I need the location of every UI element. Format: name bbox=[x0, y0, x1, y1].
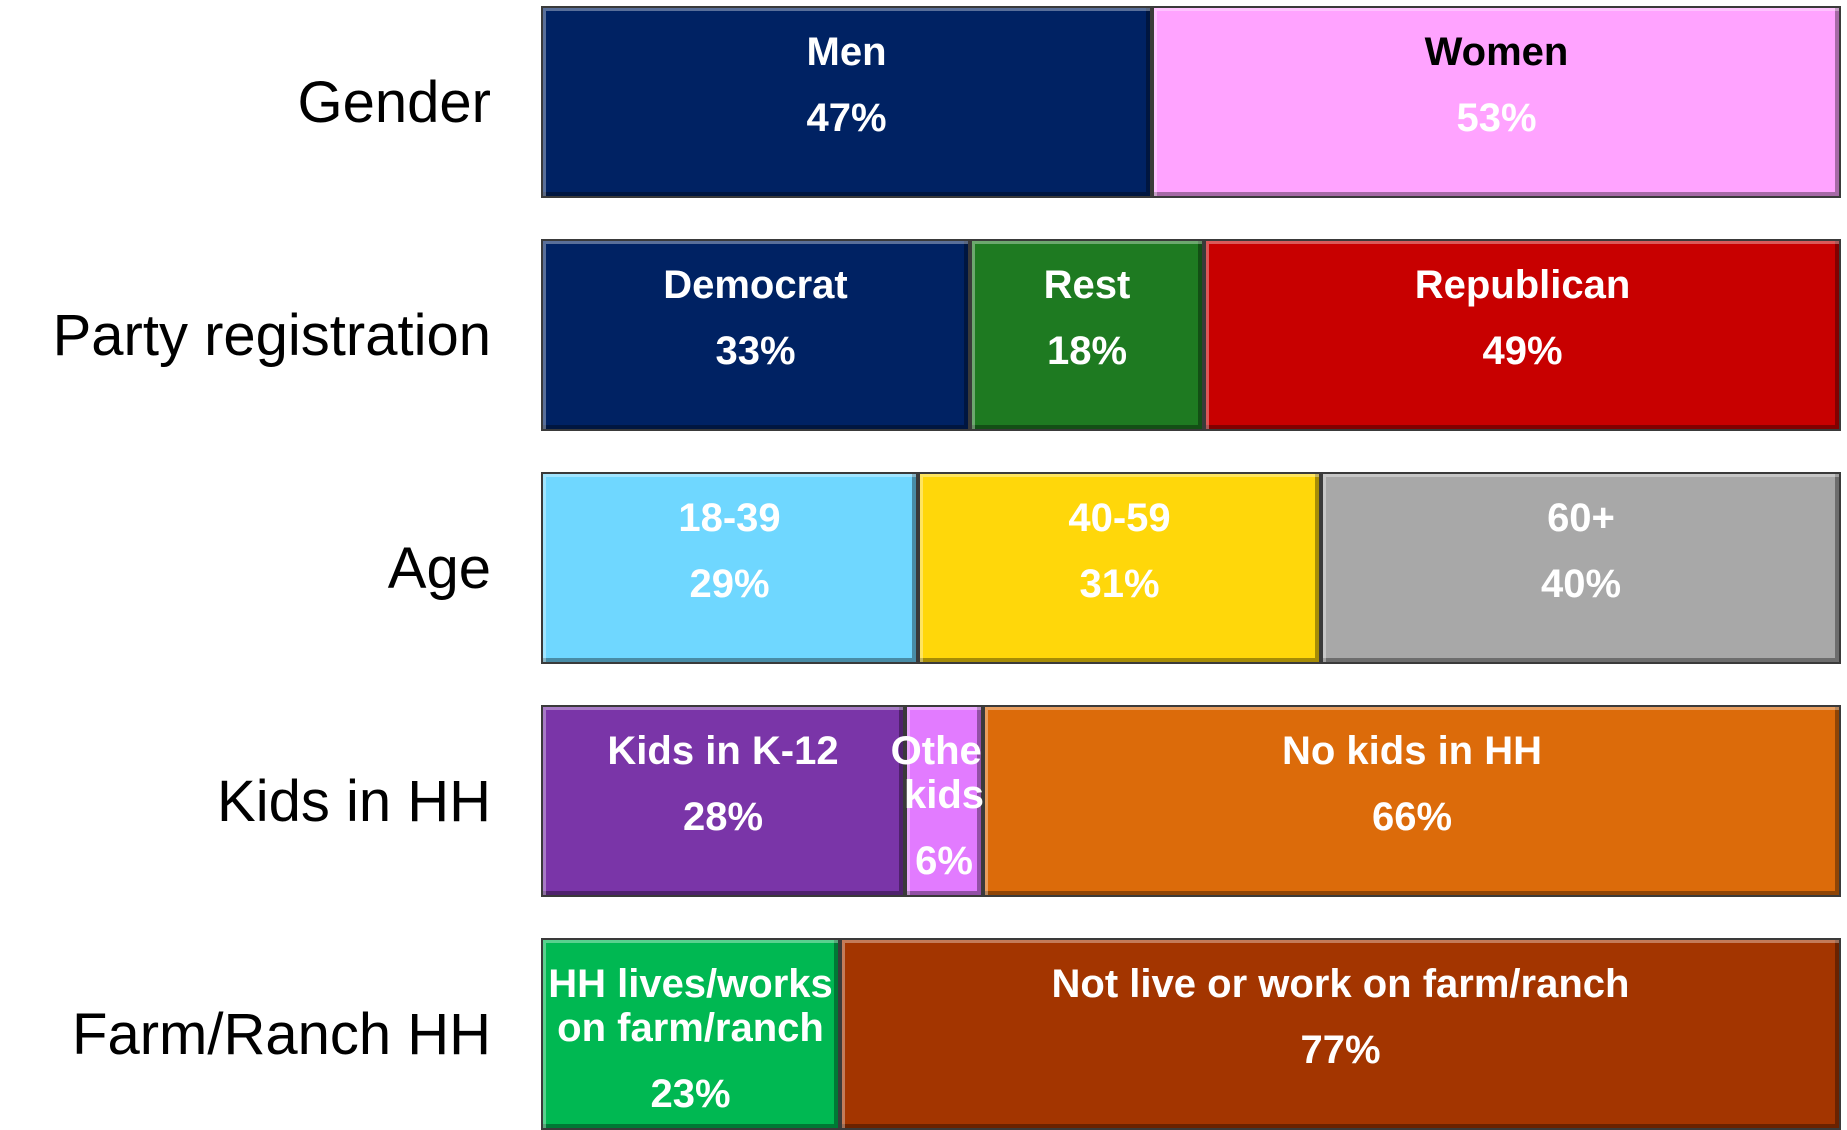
segment-name: Women bbox=[1424, 30, 1569, 74]
bar-segment: Men 47% bbox=[541, 6, 1152, 198]
bar-segment: Not live or work on farm/ranch 77% bbox=[840, 938, 1841, 1130]
data-label: 47% bbox=[806, 96, 887, 140]
bar-segment: 18-39 29% bbox=[541, 472, 918, 664]
segment-name: HH lives/works on farm/ranch bbox=[548, 962, 833, 1050]
data-label: 53% bbox=[1456, 96, 1537, 140]
data-label: 31% bbox=[1079, 562, 1160, 606]
row-label: Party registration bbox=[52, 302, 491, 368]
row-label: Gender bbox=[297, 69, 491, 135]
segment-name: Republican bbox=[1414, 263, 1631, 307]
bar-segment: 60+ 40% bbox=[1321, 472, 1841, 664]
stacked-bar: HH lives/works on farm/ranch 23% Not live … bbox=[541, 938, 1841, 1130]
bar-segment: Kids in K-12 28% bbox=[541, 705, 905, 897]
data-label: 23% bbox=[650, 1072, 731, 1116]
data-label: 66% bbox=[1371, 795, 1453, 839]
row-label: Age bbox=[387, 535, 491, 601]
bar-segment: Women 53% bbox=[1152, 6, 1841, 198]
segment-name: Rest bbox=[1043, 263, 1131, 307]
bar-segment: No kids in HH 66% bbox=[983, 705, 1841, 897]
stacked-bar: Democrat 33% Rest 18% Republican 49% bbox=[541, 239, 1841, 431]
data-label: 18% bbox=[1046, 329, 1128, 373]
data-label: 77% bbox=[1300, 1028, 1381, 1072]
row-label: Kids in HH bbox=[217, 768, 491, 834]
segment-name: 60+ bbox=[1547, 496, 1615, 540]
segment-name: Other kids bbox=[890, 729, 998, 817]
data-label: 49% bbox=[1482, 329, 1563, 373]
data-label: 33% bbox=[715, 329, 796, 373]
data-label: 40% bbox=[1540, 562, 1622, 606]
segment-name: Kids in K-12 bbox=[607, 729, 839, 773]
bar-segment: HH lives/works on farm/ranch 23% bbox=[541, 938, 840, 1130]
segment-name: Men bbox=[806, 30, 887, 74]
row-label: Farm/Ranch HH bbox=[72, 1001, 491, 1067]
segment-name: Not live or work on farm/ranch bbox=[1051, 962, 1630, 1006]
segment-name: 40-59 bbox=[1068, 496, 1171, 540]
stacked-bar: 18-39 29% 40-59 31% 60+ 40% bbox=[541, 472, 1841, 664]
segment-name: Democrat bbox=[663, 263, 848, 307]
bar-segment: 40-59 31% bbox=[918, 472, 1321, 664]
bar-segment: Republican 49% bbox=[1204, 239, 1841, 431]
data-label: 28% bbox=[682, 795, 764, 839]
data-label: 29% bbox=[689, 562, 770, 606]
bar-segment: Democrat 33% bbox=[541, 239, 970, 431]
data-label: 6% bbox=[915, 839, 973, 883]
stacked-bar: Kids in K-12 28% Other kids 6% No kids in HH… bbox=[541, 705, 1841, 897]
segment-name: No kids in HH bbox=[1281, 729, 1543, 773]
bar-segment: Rest 18% bbox=[970, 239, 1204, 431]
bar-segment: Other kids 6% bbox=[891, 705, 997, 897]
segment-name: 18-39 bbox=[678, 496, 781, 540]
stacked-bar: Men 47% Women 53% bbox=[541, 6, 1841, 198]
